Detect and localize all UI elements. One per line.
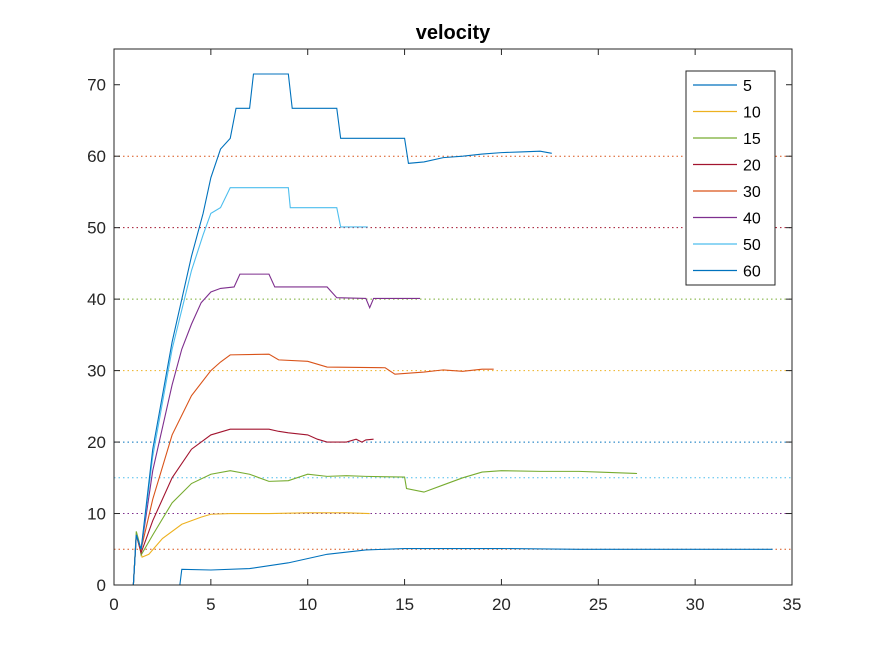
- legend-label-15: 15: [743, 131, 761, 148]
- y-tick-label: 60: [87, 147, 106, 166]
- series-line-60: [132, 73, 552, 586]
- series-line-20: [132, 428, 374, 586]
- legend-box: [685, 70, 776, 286]
- legend: 5 10 15 20 30 40 50 60: [685, 70, 776, 286]
- x-tick-label: 20: [492, 595, 511, 614]
- x-axis: 0 5 10 15 20 25 30 35: [109, 49, 801, 614]
- legend-label-30: 30: [743, 184, 761, 201]
- y-axis: 0 10 20 30 40 50 60 70: [87, 76, 792, 595]
- plot-area: [114, 49, 792, 585]
- legend-label-5: 5: [743, 78, 752, 95]
- x-tick-label: 35: [783, 595, 802, 614]
- y-tick-label: 70: [87, 76, 106, 95]
- legend-label-20: 20: [743, 158, 761, 175]
- y-tick-label: 20: [87, 433, 106, 452]
- axes-box: [113, 48, 793, 586]
- legend-label-60: 60: [743, 264, 761, 281]
- x-tick-label: 0: [109, 595, 118, 614]
- chart-title: velocity: [416, 22, 491, 44]
- x-tick-label: 30: [686, 595, 705, 614]
- y-tick-label: 50: [87, 219, 106, 238]
- y-tick-label: 10: [87, 505, 106, 524]
- x-tick-label: 10: [298, 595, 317, 614]
- x-tick-label: 5: [206, 595, 215, 614]
- y-tick-label: 40: [87, 290, 106, 309]
- series-line-40: [132, 273, 421, 586]
- y-tick-label: 30: [87, 362, 106, 381]
- legend-label-50: 50: [743, 237, 761, 254]
- legend-label-10: 10: [743, 105, 761, 122]
- series-line-15: [132, 470, 638, 586]
- y-tick-label: 0: [97, 576, 106, 595]
- legend-label-40: 40: [743, 211, 761, 228]
- x-tick-label: 25: [589, 595, 608, 614]
- series-line-5: [133, 548, 773, 586]
- x-tick-label: 15: [395, 595, 414, 614]
- series-lines: [132, 73, 773, 586]
- series-line-30: [132, 353, 494, 586]
